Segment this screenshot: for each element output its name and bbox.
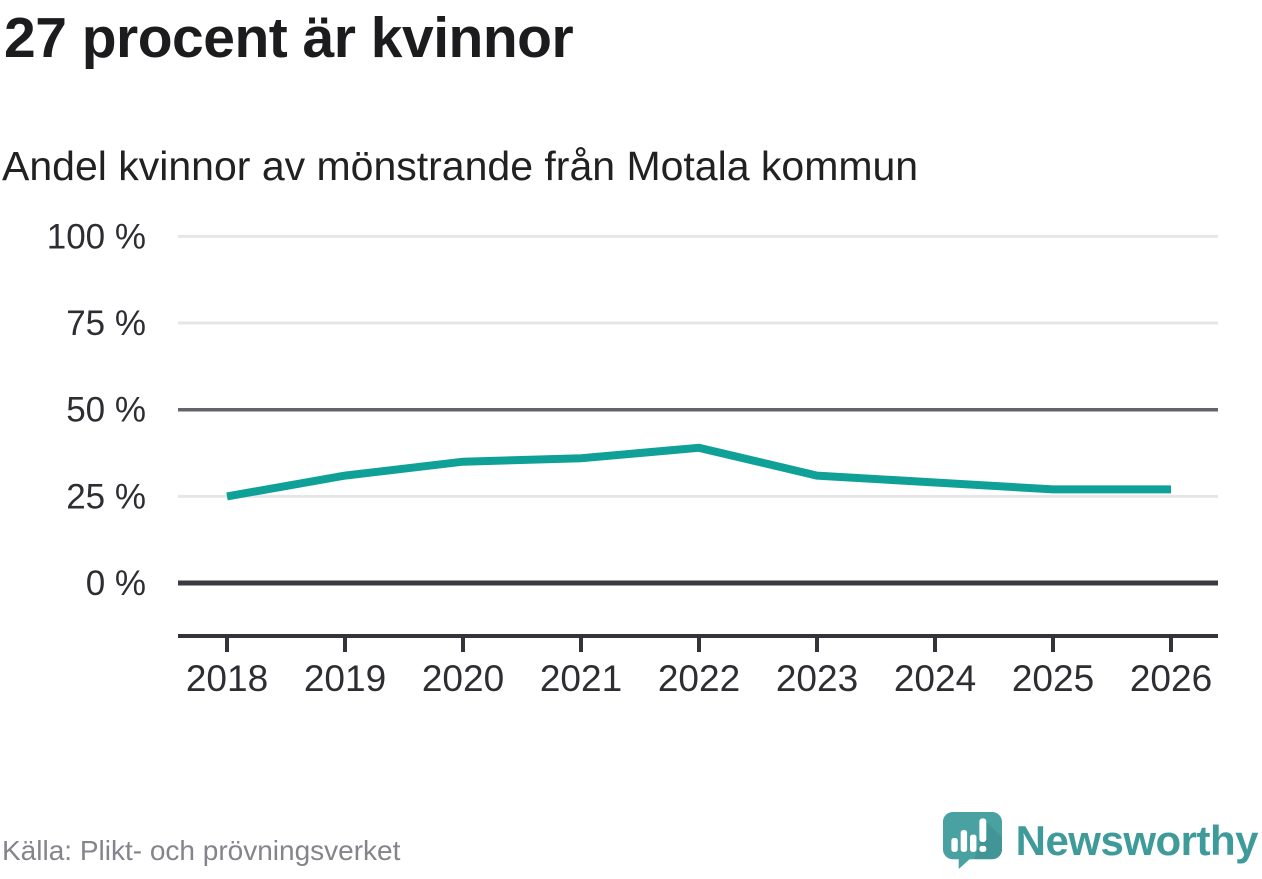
x-axis-label-2019: 2019 [304, 658, 386, 699]
x-axis-label-2026: 2026 [1130, 658, 1212, 699]
source-note: Källa: Plikt- och prövningsverket [2, 835, 401, 866]
y-axis-label-100: 100 % [47, 217, 146, 256]
x-axis-label-2020: 2020 [422, 658, 504, 699]
x-axis-label-2018: 2018 [186, 658, 268, 699]
y-axis-label-0: 0 % [86, 564, 146, 603]
newsworthy-logo: Newsworthy [941, 810, 1259, 871]
line-chart: 0 % 25 % 50 % 75 % 100 % 2018 2019 2020 2021 2022… [47, 217, 1218, 699]
x-axis-label-2022: 2022 [658, 658, 740, 699]
x-axis-label-2025: 2025 [1012, 658, 1094, 699]
x-axis-label-2023: 2023 [776, 658, 858, 699]
x-axis-label-2024: 2024 [894, 658, 976, 699]
newsworthy-wordmark: Newsworthy [1015, 816, 1259, 864]
y-axis-label-50: 50 % [66, 391, 146, 430]
chart-title: 27 procent är kvinnor [4, 6, 574, 70]
chart-subtitle: Andel kvinnor av mönstrande från Motala … [2, 143, 919, 189]
y-axis-label-75: 75 % [66, 304, 146, 343]
logo-bar-chart-glyph [950, 818, 986, 852]
y-axis-label-25: 25 % [66, 477, 146, 516]
newsworthy-speech-bubble-bar-chart-icon [942, 811, 1002, 870]
x-axis-label-2021: 2021 [540, 658, 622, 699]
data-line-andel-kvinnor [226, 443, 1171, 501]
